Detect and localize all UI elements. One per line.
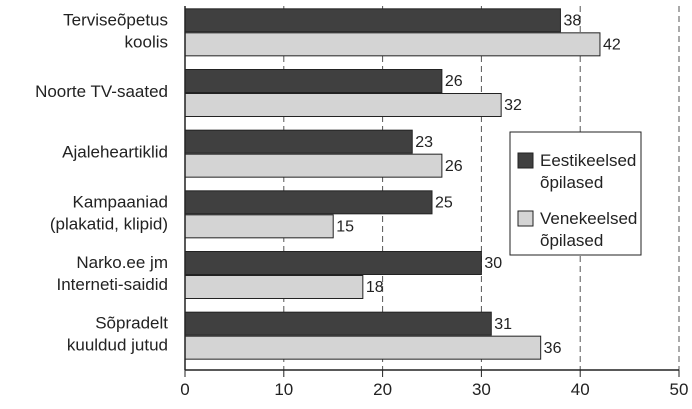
data-label: 26 <box>445 73 463 90</box>
legend: Eestikeelsed õpilased Venekeelsed õpilased <box>509 131 642 256</box>
data-label: 32 <box>504 97 522 114</box>
bar <box>184 311 492 336</box>
bar <box>184 275 364 299</box>
data-label: 30 <box>484 255 502 272</box>
category-label: Terviseõpetus koolis <box>63 11 168 52</box>
data-label: 42 <box>603 37 621 54</box>
bar <box>184 8 561 33</box>
bar <box>184 190 433 215</box>
data-label: 31 <box>494 316 512 333</box>
bar <box>184 153 443 178</box>
x-tick-label: 50 <box>670 380 689 399</box>
category-label: Sõpradelt kuuldud jutud <box>67 314 168 355</box>
legend-label: Venekeelsed õpilased <box>540 209 637 250</box>
bar <box>184 129 413 154</box>
legend-swatch <box>517 210 534 227</box>
axis-layer: 0 10 20 30 40 50 <box>180 6 688 399</box>
data-label: 23 <box>415 134 433 151</box>
bar <box>184 69 443 93</box>
x-tick-label: 0 <box>180 380 189 399</box>
data-label: 18 <box>366 279 384 296</box>
x-tick-label: 30 <box>472 380 491 399</box>
data-label: 25 <box>435 195 453 212</box>
label-layer: 38 42 Terviseõpetus koolis 26 32 Noorte TV-saa… <box>35 11 621 357</box>
bar <box>184 32 601 57</box>
category-label: Narko.ee jm Interneti-saidid <box>56 253 168 294</box>
category-label: Kampaaniad (plakatid, klipid) <box>50 193 168 234</box>
data-label: 26 <box>445 158 463 175</box>
x-tick-label: 20 <box>373 380 392 399</box>
category-label: Noorte TV-saated <box>35 82 168 101</box>
x-tick-label: 10 <box>274 380 293 399</box>
category-label: Ajaleheartiklid <box>62 143 168 162</box>
legend-swatch <box>517 152 534 169</box>
data-label: 36 <box>544 340 562 357</box>
bar <box>184 214 334 239</box>
data-label: 38 <box>563 13 581 30</box>
legend-label: Eestikeelsed õpilased <box>540 151 636 192</box>
grid-layer <box>283 6 680 370</box>
bar-layer <box>184 8 601 360</box>
bar <box>184 93 502 117</box>
x-tick-label: 40 <box>571 380 590 399</box>
bar <box>184 335 542 360</box>
data-label: 15 <box>336 219 354 236</box>
bar <box>184 251 482 275</box>
